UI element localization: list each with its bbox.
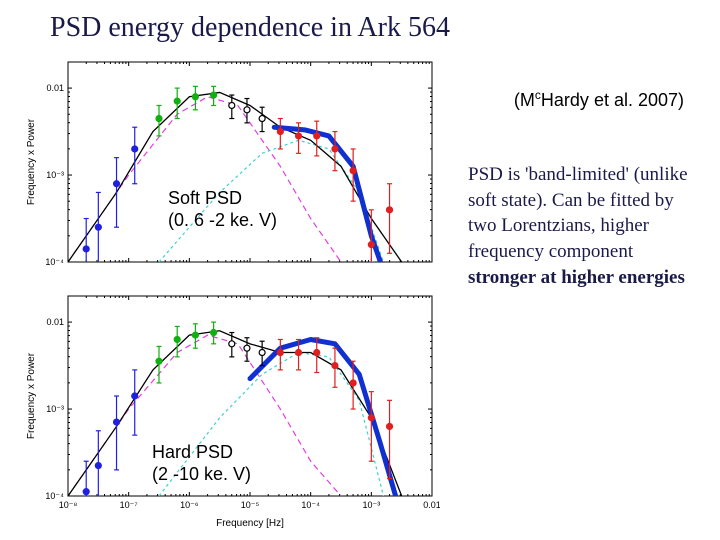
soft-psd-chart: 10⁻⁴ 10⁻³ 0.01 Frequency x Power Soft PSD (… [20,56,440,276]
svg-text:0.01: 0.01 [46,317,64,327]
svg-text:10⁻³: 10⁻³ [46,404,64,414]
svg-text:10⁻³: 10⁻³ [362,500,380,510]
svg-text:10⁻⁴: 10⁻⁴ [45,491,64,501]
soft-label-line1: Soft PSD [168,188,242,208]
svg-text:10⁻⁷: 10⁻⁷ [120,500,138,510]
soft-label-line2: (0. 6 -2 ke. V) [168,210,277,230]
slide-title: PSD energy dependence in Ark 564 [50,12,450,44]
svg-text:10⁻⁴: 10⁻⁴ [45,257,64,267]
hard-label-line1: Hard PSD [152,442,233,462]
svg-text:10⁻⁵: 10⁻⁵ [241,500,260,510]
svg-text:0.01: 0.01 [423,500,440,510]
hard-psd-label: Hard PSD (2 -10 ke. V) [152,442,251,485]
svg-text:10⁻⁴: 10⁻⁴ [301,500,320,510]
description-text: PSD is 'band-limited' (unlike soft state… [468,162,696,290]
svg-text:0.01: 0.01 [46,83,64,93]
svg-text:10⁻⁸: 10⁻⁸ [59,500,78,510]
description-strong: stronger at higher energies [468,267,685,288]
soft-psd-svg: 10⁻⁴ 10⁻³ 0.01 Frequency x Power [20,56,440,276]
svg-text:Frequency x Power: Frequency x Power [26,352,37,439]
citation-suffix: Hardy et al. 2007) [541,90,684,110]
soft-psd-label: Soft PSD (0. 6 -2 ke. V) [168,188,277,231]
hard-psd-svg: 10⁻⁸ 10⁻⁷ 10⁻⁶ 10⁻⁵ 10⁻⁴ 10⁻³ 0.01 10⁻⁴ 10⁻³ 0.01… [20,290,440,530]
hard-label-line2: (2 -10 ke. V) [152,464,251,484]
citation-prefix: (M [514,90,535,110]
svg-text:10⁻⁶: 10⁻⁶ [180,500,199,510]
hard-psd-chart: 10⁻⁸ 10⁻⁷ 10⁻⁶ 10⁻⁵ 10⁻⁴ 10⁻³ 0.01 10⁻⁴ 10⁻³ 0.01… [20,290,440,530]
description-body: PSD is 'band-limited' (unlike soft state… [468,164,688,262]
svg-text:10⁻³: 10⁻³ [46,170,64,180]
svg-text:Frequency x Power: Frequency x Power [26,118,37,205]
citation: (McHardy et al. 2007) [514,88,684,111]
svg-text:Frequency [Hz]: Frequency [Hz] [216,518,284,529]
